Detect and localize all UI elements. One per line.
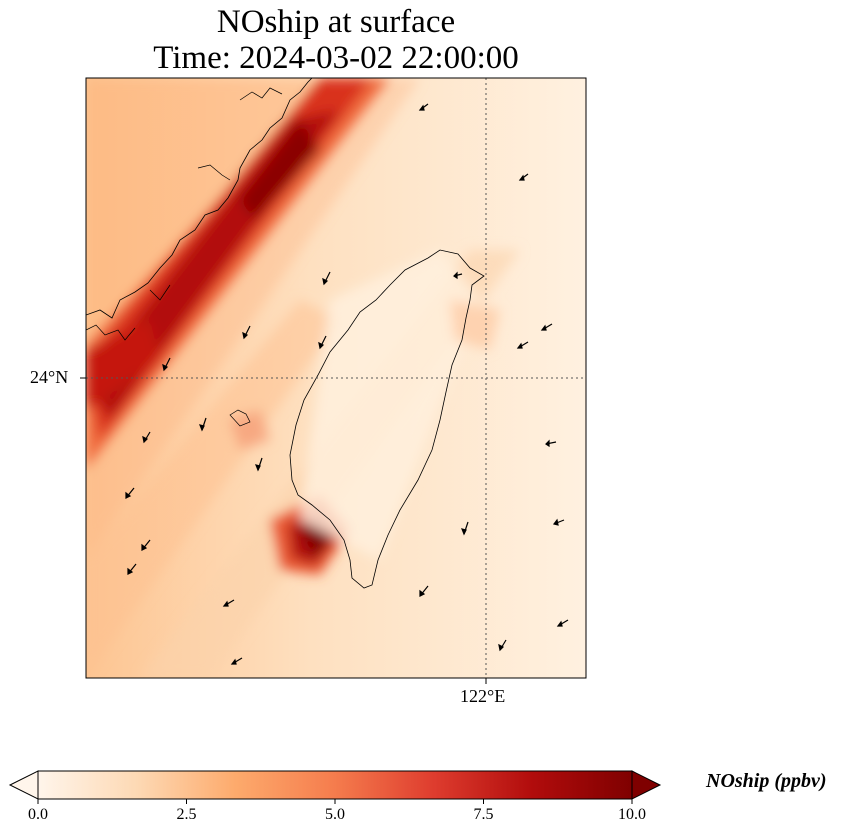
- colorbar-tick-label: 7.5: [473, 806, 494, 823]
- concentration-field: [86, 78, 586, 678]
- coastline-china-islands: [86, 87, 283, 341]
- wind-arrow: [540, 323, 553, 331]
- wind-arrow: [127, 563, 137, 575]
- wind-vectors: [125, 103, 569, 665]
- wind-arrow: [516, 341, 529, 349]
- colorbar-extend-min: [8, 770, 39, 800]
- wind-arrow: [418, 103, 429, 111]
- colorbar-tick-marks: [37, 799, 633, 804]
- colorbar-tick-label: 0.0: [28, 806, 48, 823]
- coastline-taiwan: [289, 249, 485, 589]
- wind-arrow: [556, 619, 569, 627]
- wind-arrow: [552, 518, 565, 526]
- map-panel: [80, 77, 587, 684]
- lat-tick-label: 24°N: [30, 367, 69, 387]
- wind-arrow: [498, 639, 507, 652]
- wind-arrow: [199, 417, 207, 432]
- wind-arrow: [255, 457, 263, 472]
- colorbar-gradient: [37, 770, 633, 800]
- colorbar-tick-label: 5.0: [325, 806, 345, 823]
- wind-arrow: [322, 271, 331, 286]
- penghu-islands: [229, 409, 251, 427]
- colorbar-extend-max: [631, 770, 662, 800]
- title-line2: Time: 2024-03-02 22:00:00: [153, 40, 519, 76]
- colorbar: [8, 770, 662, 804]
- wind-arrow: [242, 325, 251, 340]
- wind-arrow: [162, 357, 171, 372]
- wind-arrow: [318, 335, 327, 350]
- wind-arrow: [518, 173, 529, 181]
- title-line1: NOship at surface: [216, 4, 456, 40]
- wind-arrow: [230, 657, 243, 665]
- wind-arrow: [419, 585, 429, 597]
- colorbar-tick-label: 2.5: [176, 806, 197, 823]
- wind-arrow: [142, 431, 151, 444]
- wind-arrow: [141, 539, 151, 551]
- wind-arrow: [545, 439, 557, 448]
- wind-arrow: [222, 599, 235, 607]
- wind-arrow: [125, 487, 135, 499]
- wind-arrow: [461, 521, 469, 536]
- lon-tick-label: 122°E: [460, 686, 506, 706]
- wind-arrow: [453, 271, 463, 280]
- colorbar-tick-label: 10.0: [618, 806, 646, 823]
- colorbar-label: NOship (ppbv): [706, 770, 827, 792]
- coastline-china: [86, 78, 313, 319]
